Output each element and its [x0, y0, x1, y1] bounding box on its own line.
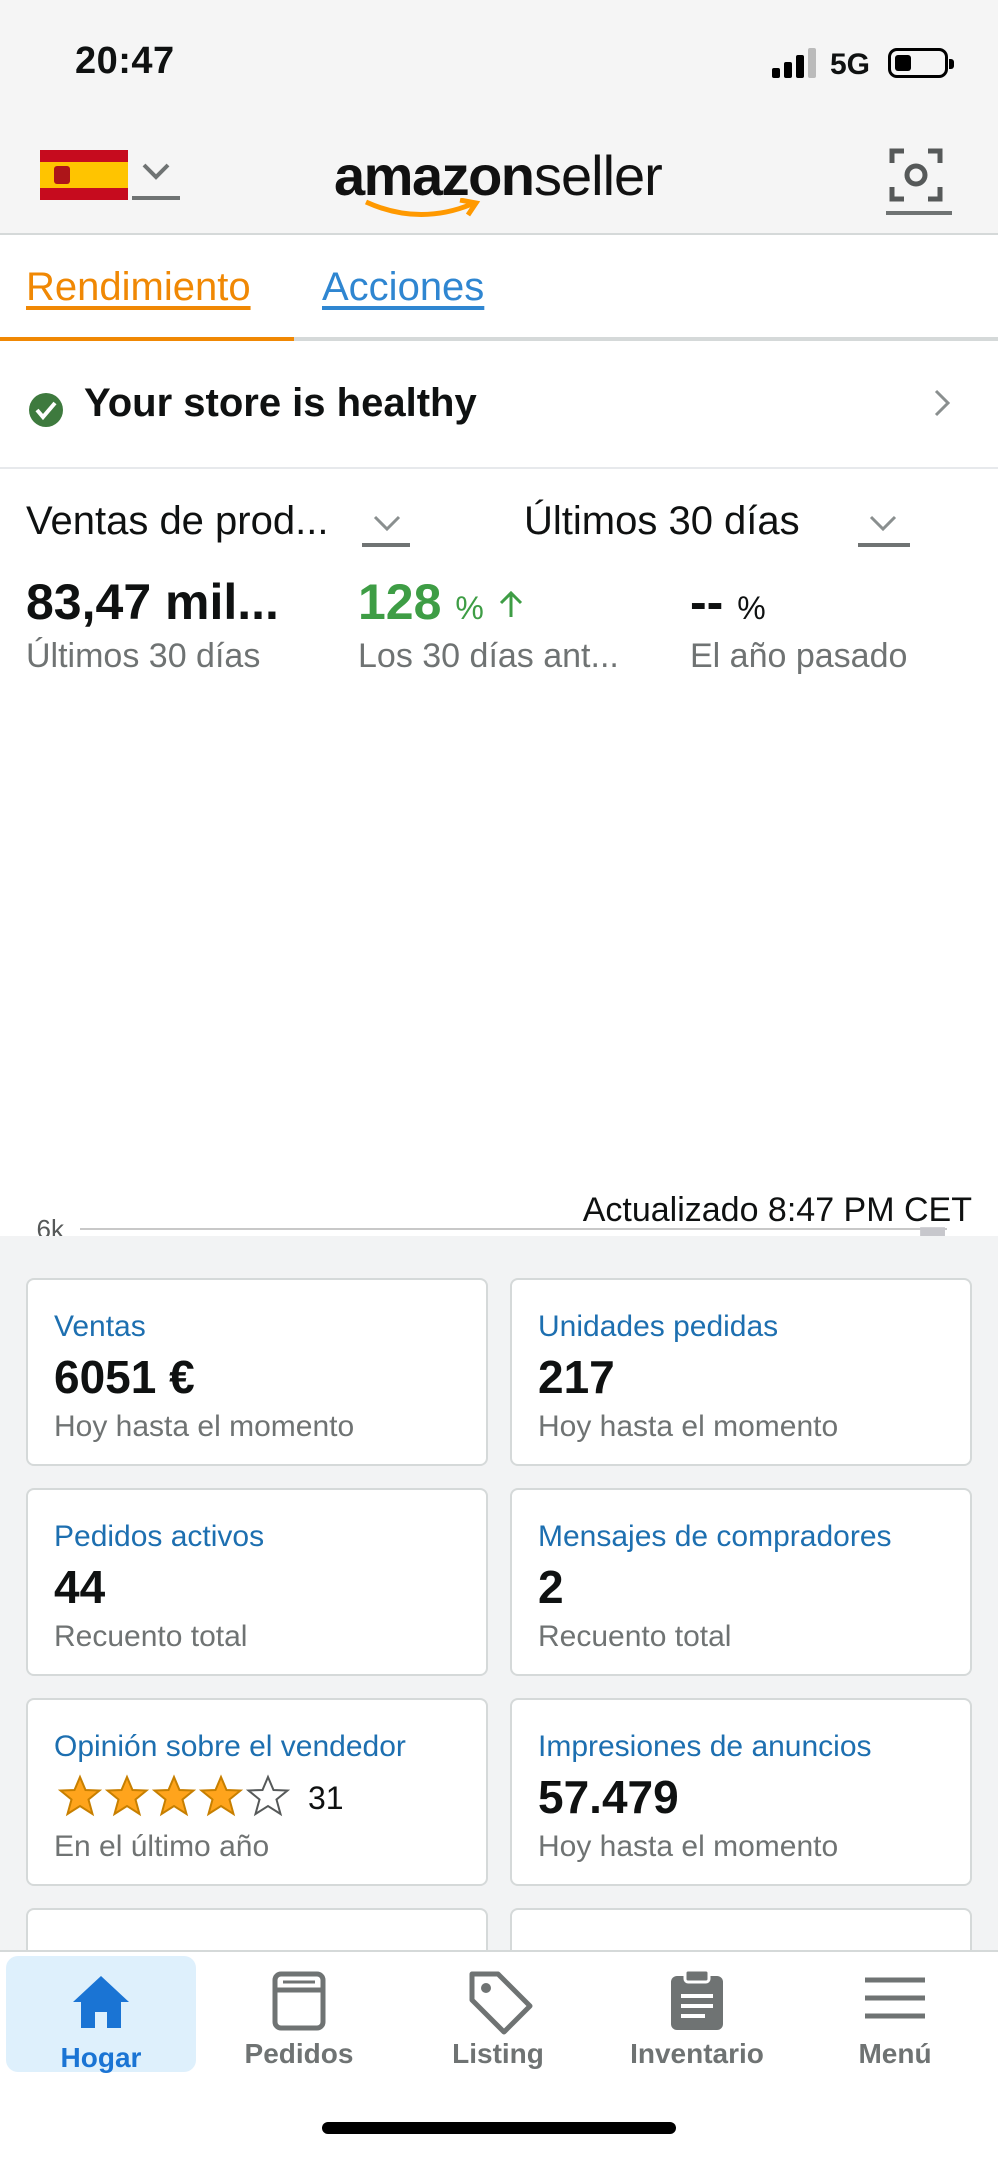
card-title: Impresiones de anuncios — [538, 1730, 872, 1763]
nav-label: Hogar — [60, 2042, 142, 2073]
star-filled-icon — [198, 1774, 244, 1817]
card-ventas[interactable]: Ventas 6051 € Hoy hasta el momento — [26, 1278, 488, 1466]
signal-icon — [772, 48, 816, 78]
star-filled-icon — [104, 1774, 150, 1817]
metric-value: 128 — [358, 574, 442, 630]
card-value: 44 — [54, 1561, 106, 1613]
nav-pedidos[interactable]: Pedidos — [204, 1952, 394, 2072]
updated-timestamp: Actualizado 8:47 PM CET — [582, 1191, 972, 1229]
tab-bar: Rendimiento Acciones — [0, 237, 998, 341]
metric-last-year: -- % El año pasado — [690, 573, 907, 676]
metric-unit: % — [455, 590, 484, 626]
star-filled-icon — [151, 1774, 197, 1817]
nav-label: Pedidos — [244, 2038, 354, 2069]
star-filled-icon — [57, 1774, 103, 1817]
card-desc: Recuento total — [538, 1620, 732, 1653]
metric-prev-period: 128 % Los 30 días ant... — [358, 573, 619, 676]
summary-cards: Ventas 6051 € Hoy hasta el momento Unida… — [0, 1236, 998, 2096]
card-title: Unidades pedidas — [538, 1310, 779, 1343]
clipboard-icon — [671, 1968, 723, 2030]
app-header: amazon seller — [0, 125, 998, 235]
card-value: 6051 € — [54, 1351, 195, 1403]
home-indicator — [322, 2122, 676, 2134]
active-tab-indicator — [0, 337, 294, 341]
spain-flag-icon[interactable] — [40, 150, 128, 200]
card-mensajes-compradores[interactable]: Mensajes de compradores 2 Recuento total — [510, 1488, 972, 1676]
amazon-seller-logo: amazon seller — [334, 143, 664, 223]
card-title: Ventas — [54, 1310, 146, 1343]
card-value: 2 — [538, 1561, 564, 1613]
card-desc: Hoy hasta el momento — [538, 1830, 839, 1863]
card-title: Mensajes de compradores — [538, 1520, 892, 1553]
logo-amazon: amazon — [334, 144, 535, 207]
card-pedidos-activos[interactable]: Pedidos activos 44 Recuento total — [26, 1488, 488, 1676]
scan-icon — [889, 148, 943, 202]
star-rating — [57, 1774, 293, 1820]
status-bar: 20:47 5G — [0, 0, 998, 125]
hamburger-menu-icon — [865, 1977, 925, 2019]
rating-count: 31 — [308, 1780, 344, 1816]
nav-label: Inventario — [630, 2038, 764, 2069]
nav-label: Menú — [858, 2038, 932, 2069]
metric-select[interactable]: Ventas de prod... — [26, 499, 329, 543]
card-title: Opinión sobre el vendedor — [54, 1730, 406, 1763]
card-desc: En el último año — [54, 1830, 270, 1863]
logo-seller: seller — [534, 144, 663, 207]
nav-menu[interactable]: Menú — [800, 1952, 990, 2072]
metric-value: -- — [690, 574, 724, 630]
card-opinion-vendedor[interactable]: Opinión sobre el vendedor 31 En el últim… — [26, 1698, 488, 1886]
nav-inventario[interactable]: Inventario — [602, 1952, 792, 2072]
battery-icon — [888, 48, 954, 78]
metric-label: El año pasado — [690, 637, 908, 675]
network-label: 5G — [830, 48, 871, 81]
metric-total-sales: 83,47 mil... Últimos 30 días — [26, 573, 279, 676]
card-impresiones-anuncios[interactable]: Impresiones de anuncios 57.479 Hoy hasta… — [510, 1698, 972, 1886]
nav-listing[interactable]: Listing — [403, 1952, 593, 2072]
status-time: 20:47 — [75, 40, 175, 82]
card-desc: Hoy hasta el momento — [54, 1410, 355, 1443]
metric-unit: % — [737, 590, 766, 626]
bottom-nav: Hogar Pedidos Listing Inventario — [0, 1950, 998, 2160]
card-unidades-pedidas[interactable]: Unidades pedidas 217 Hoy hasta el moment… — [510, 1278, 972, 1466]
period-select-chevron-icon[interactable] — [858, 507, 910, 547]
card-value: 57.479 — [538, 1771, 679, 1823]
card-desc: Recuento total — [54, 1620, 248, 1653]
metric-label: Últimos 30 días — [26, 637, 261, 675]
metric-value: 83,47 mil... — [26, 574, 279, 630]
tab-rendimiento[interactable]: Rendimiento — [26, 265, 251, 309]
box-icon — [272, 1971, 326, 2031]
tag-icon — [469, 1971, 533, 2035]
nav-hogar[interactable]: Hogar — [6, 1956, 196, 2073]
country-dropdown-chevron-icon[interactable] — [132, 155, 180, 200]
scan-camera-button[interactable] — [886, 145, 952, 215]
chevron-right-icon — [934, 389, 951, 417]
arrow-up-icon — [499, 590, 522, 617]
tab-acciones[interactable]: Acciones — [322, 265, 485, 309]
period-select[interactable]: Últimos 30 días — [524, 499, 800, 543]
card-value: 217 — [538, 1351, 615, 1403]
metric-select-chevron-icon[interactable] — [362, 507, 410, 547]
store-health-row[interactable]: Your store is healthy — [0, 341, 998, 469]
star-empty-icon — [245, 1774, 291, 1817]
nav-label: Listing — [452, 2038, 544, 2069]
smile-arrow-icon — [364, 198, 481, 217]
store-health-text: Your store is healthy — [84, 381, 477, 425]
metric-label: Los 30 días ant... — [358, 637, 619, 675]
card-desc: Hoy hasta el momento — [538, 1410, 839, 1443]
check-circle-icon — [29, 393, 63, 427]
card-title: Pedidos activos — [54, 1520, 265, 1553]
home-icon — [73, 1976, 129, 2028]
